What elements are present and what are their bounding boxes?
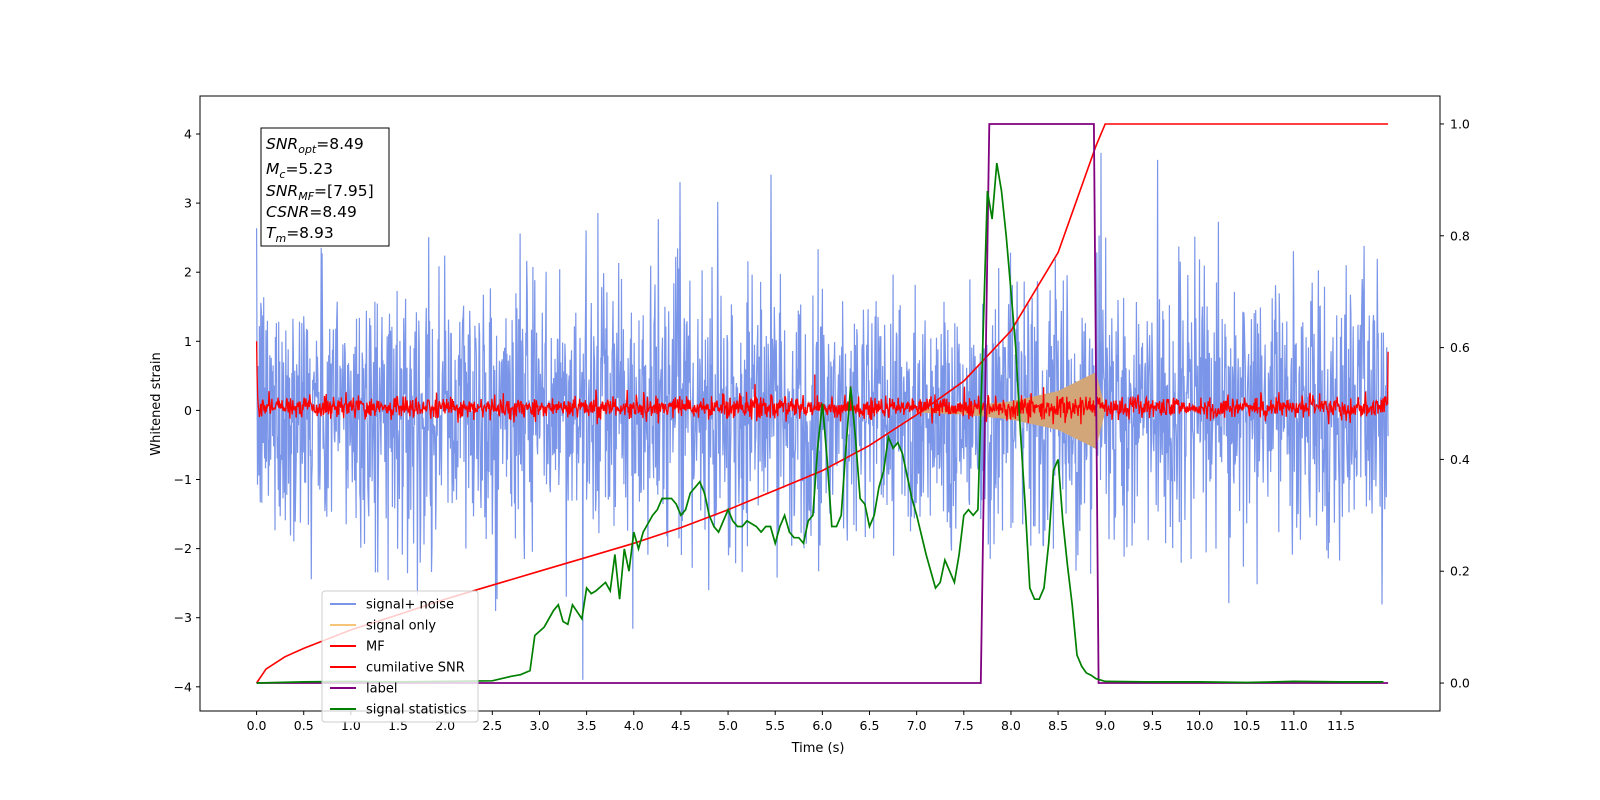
x-tick-label: 2.5 <box>482 718 502 733</box>
y2-tick-label: 1.0 <box>1450 116 1470 131</box>
y-tick-label: −3 <box>174 610 192 625</box>
x-tick-label: 9.0 <box>1095 718 1115 733</box>
y2-tick-label: 0.6 <box>1450 340 1470 355</box>
legend-label: MF <box>366 640 385 655</box>
x-tick-label: 3.5 <box>577 718 597 733</box>
plot-frame <box>199 95 1441 712</box>
label-series <box>256 123 1389 684</box>
y-tick-label: −4 <box>174 679 192 694</box>
legend-label: cumilative SNR <box>366 661 465 676</box>
info-snr-mf: SNRMF=[7.95] <box>266 182 374 203</box>
x-tick-label: 4.5 <box>671 718 691 733</box>
x-tick-label: 7.0 <box>907 718 927 733</box>
info-csnr: CSNR=8.49 <box>266 203 357 221</box>
y-axis-label: Whitened strain <box>149 352 164 455</box>
legend-label: signal only <box>366 619 436 634</box>
legend-label: label <box>366 682 397 697</box>
signal-statistics-line <box>256 162 1384 684</box>
x-tick-label: 11.5 <box>1327 718 1355 733</box>
x-tick-label: 10.5 <box>1233 718 1261 733</box>
x-tick-label: 3.0 <box>530 718 550 733</box>
y-tick-label: −1 <box>174 472 192 487</box>
y2-tick-label: 0.8 <box>1450 228 1470 243</box>
y-tick-label: 2 <box>184 265 192 280</box>
legend-label: signal statistics <box>366 703 467 718</box>
x-tick-label: 8.0 <box>1001 718 1021 733</box>
x-tick-label: 5.0 <box>718 718 738 733</box>
info-snr-opt: SNRopt=8.49 <box>266 135 364 156</box>
legend-label: signal+ noise <box>366 598 454 613</box>
y2-axis-ticks: 1.0 0.8 0.6 0.4 0.2 0.0 <box>1440 116 1470 691</box>
x-tick-label: 8.5 <box>1048 718 1068 733</box>
x-tick-label: 9.5 <box>1142 718 1162 733</box>
label-line <box>256 123 1389 684</box>
x-tick-label: 6.0 <box>812 718 832 733</box>
signal-plus-noise-series <box>256 152 1389 680</box>
y2-tick-label: 0.0 <box>1450 676 1470 691</box>
y-tick-label: 1 <box>184 334 192 349</box>
y2-tick-label: 0.4 <box>1450 452 1470 467</box>
x-tick-label: 11.0 <box>1280 718 1308 733</box>
info-box: SNRopt=8.49 Mc=5.23 SNRMF=[7.95] CSNR=8.… <box>260 127 390 247</box>
y-tick-label: −2 <box>174 541 192 556</box>
y-tick-label: 0 <box>184 403 192 418</box>
x-tick-label: 5.5 <box>765 718 785 733</box>
signal-statistics-series <box>256 162 1384 684</box>
y2-tick-label: 0.2 <box>1450 564 1470 579</box>
x-tick-label: 6.5 <box>860 718 880 733</box>
x-tick-label: 10.0 <box>1186 718 1214 733</box>
x-axis-label: Time (s) <box>791 741 845 756</box>
x-tick-label: 0.0 <box>247 718 267 733</box>
noise-line <box>256 152 1389 680</box>
x-tick-label: 0.5 <box>294 718 314 733</box>
y-tick-label: 4 <box>184 127 192 142</box>
y-axis-ticks: 4 3 2 1 0 −1 −2 −3 −4 <box>174 127 200 694</box>
info-tm: Tm=8.93 <box>266 224 334 245</box>
x-tick-label: 7.5 <box>954 718 974 733</box>
x-tick-label: 4.0 <box>624 718 644 733</box>
legend: signal+ noise signal only MF cumilative SNR… <box>321 590 479 723</box>
info-mc: Mc=5.23 <box>266 160 333 181</box>
y-tick-label: 3 <box>184 196 192 211</box>
